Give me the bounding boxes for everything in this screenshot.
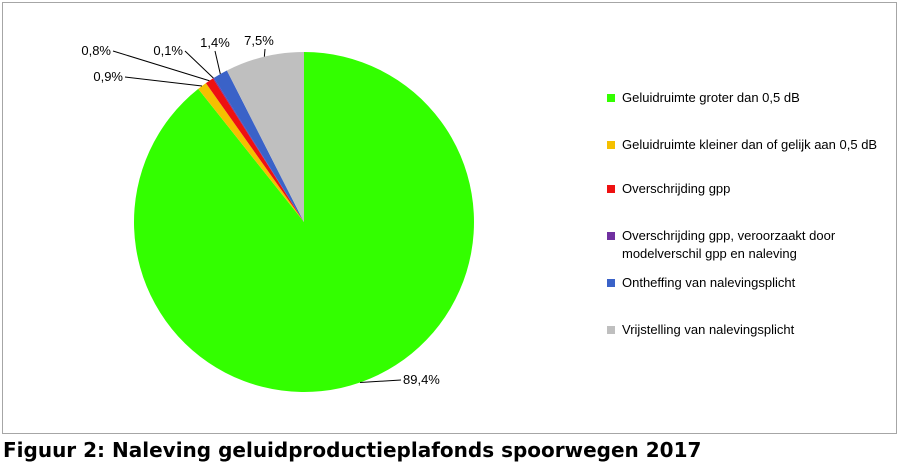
legend-swatch bbox=[607, 279, 615, 287]
slice-label-4: 1,4% bbox=[200, 35, 230, 50]
pie-slice-4 bbox=[213, 70, 304, 222]
slice-label-5: 7,5% bbox=[244, 33, 274, 48]
legend-item-geluidruimte-groter: Geluidruimte groter dan 0,5 dB bbox=[607, 89, 897, 107]
leader-line-2 bbox=[112, 50, 210, 82]
leader-line-5 bbox=[263, 48, 266, 57]
legend-swatch bbox=[607, 94, 615, 102]
leader-line-4 bbox=[214, 50, 221, 75]
chart-area: 89,4% 0,9% 0,8% 0,1% 1,4% 7,5% Geluidruimte g… bbox=[2, 2, 897, 434]
slice-label-2: 0,8% bbox=[81, 43, 111, 58]
legend-item-overschrijding: Overschrijding gpp bbox=[607, 180, 897, 198]
legend-label: Geluidruimte groter dan 0,5 dB bbox=[622, 90, 800, 105]
legend-item-vrijstelling: Vrijstelling van nalevingsplicht bbox=[607, 321, 897, 339]
pie-slice-0 bbox=[133, 52, 474, 393]
legend-swatch bbox=[607, 232, 615, 240]
leader-line-0 bbox=[359, 379, 402, 384]
legend-label: Vrijstelling van nalevingsplicht bbox=[622, 322, 795, 337]
slice-label-0: 89,4% bbox=[403, 372, 440, 387]
pie-slice-3 bbox=[212, 77, 304, 222]
legend-swatch bbox=[607, 141, 615, 149]
pie-slice-5 bbox=[226, 52, 304, 222]
legend-item-ontheffing: Ontheffing van nalevingsplicht bbox=[607, 274, 897, 292]
legend-label: Geluidruimte kleiner dan of gelijk aan 0… bbox=[622, 137, 878, 152]
figure-caption: Figuur 2: Naleving geluidproductieplafon… bbox=[3, 438, 702, 462]
leader-line-1 bbox=[124, 76, 203, 87]
slice-label-3: 0,1% bbox=[153, 43, 183, 58]
pie-slice-2 bbox=[205, 78, 304, 223]
legend-swatch bbox=[607, 326, 615, 334]
legend-swatch bbox=[607, 185, 615, 193]
legend-label: Overschrijding gpp bbox=[622, 181, 731, 196]
leader-line-3 bbox=[184, 50, 214, 79]
pie-slice-1 bbox=[198, 83, 304, 222]
slice-label-1: 0,9% bbox=[93, 69, 123, 84]
pie-chart: 89,4% 0,9% 0,8% 0,1% 1,4% 7,5% bbox=[81, 33, 474, 393]
legend-label: Overschrijding gpp, veroorzaakt door mod… bbox=[622, 228, 836, 261]
legend-item-overschrijding-modelverschil: Overschrijding gpp, veroorzaakt door mod… bbox=[607, 227, 897, 263]
legend-label: Ontheffing van nalevingsplicht bbox=[622, 275, 796, 290]
legend-item-geluidruimte-kleiner: Geluidruimte kleiner dan of gelijk aan 0… bbox=[607, 136, 897, 154]
